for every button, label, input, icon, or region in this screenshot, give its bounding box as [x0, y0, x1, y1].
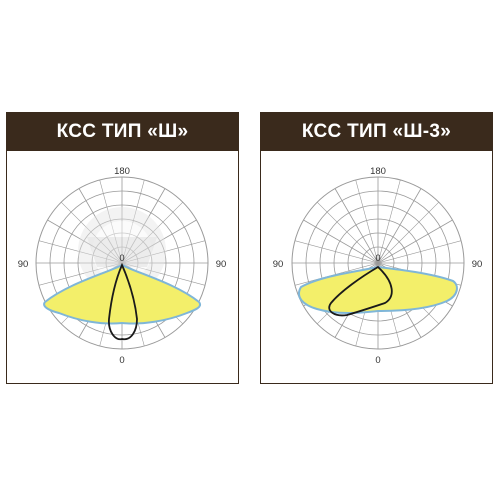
light-distribution-fill — [298, 265, 458, 314]
label-90-right: 90 — [216, 259, 227, 270]
panel-title: КСС ТИП «Ш-3» — [261, 113, 492, 151]
label-0-center: 0 — [119, 253, 124, 264]
label-90-left: 90 — [18, 259, 29, 270]
label-90-left: 90 — [273, 259, 284, 270]
label-0-center: 0 — [375, 253, 380, 264]
polar-diagram: 180 90 90 0 0 — [18, 166, 227, 366]
polar-diagram: 180 90 90 0 0 — [273, 166, 483, 366]
light-distribution-fill — [43, 263, 201, 325]
label-0-bottom: 0 — [119, 355, 124, 366]
light-distribution-curve — [328, 265, 393, 317]
label-180: 180 — [370, 166, 386, 177]
panel-title: КСС ТИП «Ш» — [7, 113, 238, 151]
label-0-bottom: 0 — [375, 355, 380, 366]
watermark-logo — [78, 207, 166, 295]
label-180: 180 — [114, 166, 130, 177]
panel-kss-sh-3: КСС ТИП «Ш-3» 180 90 90 0 0 — [260, 112, 493, 384]
label-90-right: 90 — [472, 259, 483, 270]
light-distribution-curve — [108, 262, 138, 341]
panel-kss-sh: КСС ТИП «Ш» 180 — [6, 112, 239, 384]
